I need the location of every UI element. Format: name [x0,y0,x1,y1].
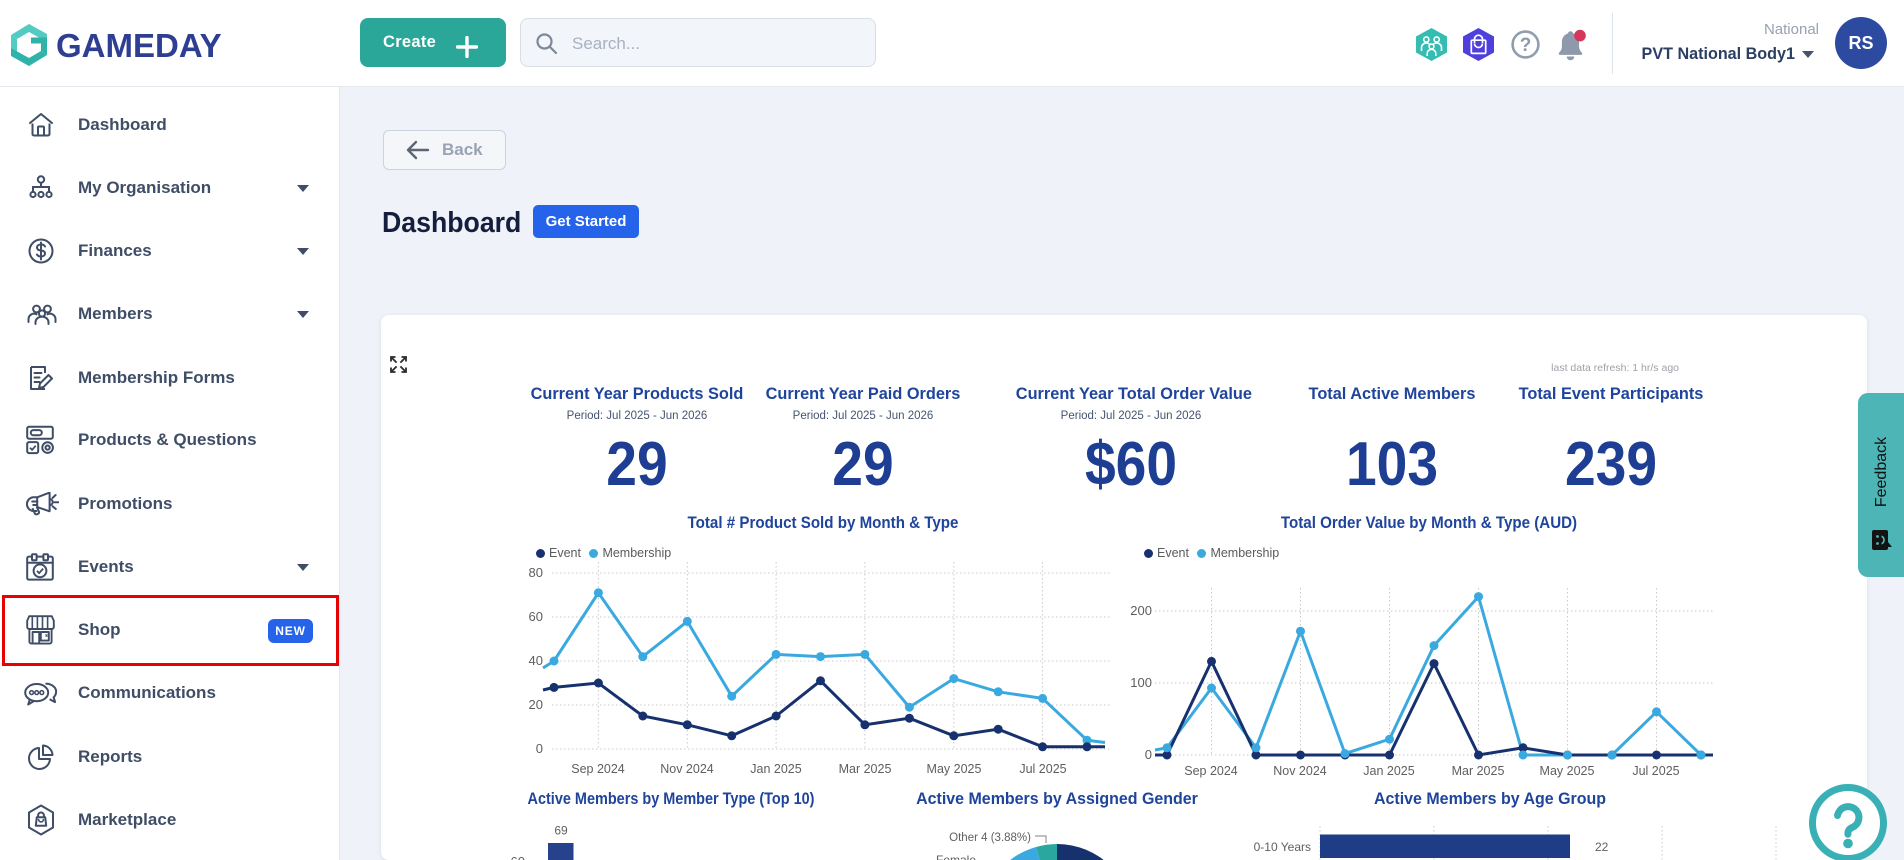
svg-text:May 2025: May 2025 [927,762,982,776]
svg-text:100: 100 [1130,675,1152,690]
svg-text:20: 20 [529,697,543,712]
svg-text:0: 0 [1145,747,1152,762]
svg-text:Jan 2025: Jan 2025 [1363,764,1414,778]
svg-text:22: 22 [1595,840,1609,854]
svg-text:May 2025: May 2025 [1540,764,1595,778]
svg-text:0-10 Years: 0-10 Years [1254,840,1311,854]
svg-text:Sep 2024: Sep 2024 [571,762,625,776]
svg-text:69: 69 [554,824,568,838]
svg-text:Mar 2025: Mar 2025 [839,762,892,776]
svg-text:Nov 2024: Nov 2024 [1273,764,1327,778]
svg-text:Female: Female [936,853,976,860]
svg-text:0: 0 [536,741,543,756]
svg-text:Other 4 (3.88%): Other 4 (3.88%) [949,832,1031,844]
svg-text:Jan 2025: Jan 2025 [750,762,801,776]
svg-text:Mar 2025: Mar 2025 [1452,764,1505,778]
svg-text:Jul 2025: Jul 2025 [1019,762,1066,776]
svg-text:200: 200 [1130,603,1152,618]
svg-text:Sep 2024: Sep 2024 [1184,764,1238,778]
svg-text:60: 60 [511,854,525,860]
svg-text:Nov 2024: Nov 2024 [660,762,714,776]
svg-text:40: 40 [529,653,543,668]
svg-text:60: 60 [529,609,543,624]
svg-text:Jul 2025: Jul 2025 [1632,764,1679,778]
svg-text:80: 80 [529,565,543,580]
svg-text:?: ? [1520,35,1532,56]
